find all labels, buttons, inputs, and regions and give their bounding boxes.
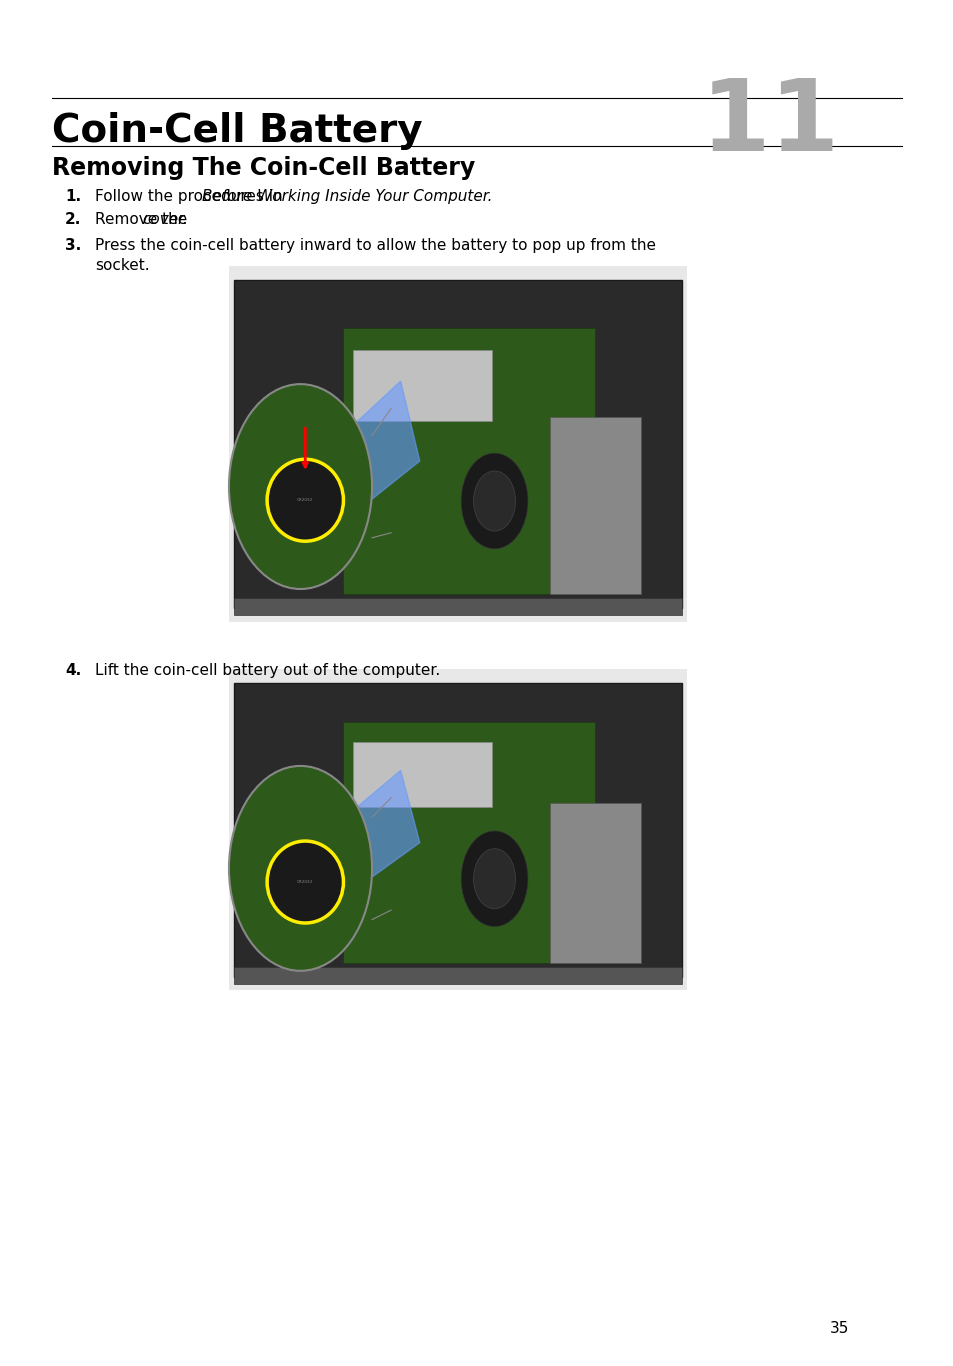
- Polygon shape: [343, 770, 419, 891]
- Bar: [233, 967, 681, 984]
- Ellipse shape: [267, 841, 343, 923]
- Text: CR2032: CR2032: [296, 499, 314, 503]
- Circle shape: [460, 831, 527, 926]
- Text: cover.: cover.: [142, 212, 188, 227]
- Bar: [233, 280, 681, 608]
- Text: Follow the procedures in: Follow the procedures in: [95, 189, 288, 204]
- Text: Coin-Cell Battery: Coin-Cell Battery: [52, 112, 422, 150]
- Bar: [549, 802, 640, 963]
- Text: Press the coin-cell battery inward to allow the battery to pop up from the: Press the coin-cell battery inward to al…: [95, 238, 656, 253]
- Circle shape: [229, 384, 372, 589]
- Bar: [229, 669, 686, 990]
- Text: 3.: 3.: [65, 238, 81, 253]
- Text: socket.: socket.: [95, 258, 150, 273]
- Bar: [353, 742, 491, 806]
- Text: 2.: 2.: [65, 212, 81, 227]
- Text: Before Working Inside Your Computer.: Before Working Inside Your Computer.: [202, 189, 492, 204]
- Polygon shape: [343, 381, 419, 514]
- FancyArrowPatch shape: [303, 428, 307, 467]
- Bar: [229, 266, 686, 622]
- Bar: [343, 328, 595, 594]
- Bar: [549, 417, 640, 594]
- Text: CR2032: CR2032: [296, 880, 314, 884]
- Circle shape: [460, 454, 527, 549]
- Text: 1.: 1.: [65, 189, 81, 204]
- Bar: [233, 683, 681, 977]
- Bar: [343, 723, 595, 963]
- Text: 35: 35: [829, 1321, 848, 1336]
- Bar: [233, 598, 681, 615]
- Text: Removing The Coin-Cell Battery: Removing The Coin-Cell Battery: [52, 156, 476, 180]
- Text: 11: 11: [700, 75, 839, 172]
- Text: 4.: 4.: [65, 663, 81, 678]
- Circle shape: [473, 471, 515, 531]
- Bar: [353, 350, 491, 421]
- Ellipse shape: [267, 459, 343, 541]
- Text: Lift the coin-cell battery out of the computer.: Lift the coin-cell battery out of the co…: [95, 663, 440, 678]
- Circle shape: [473, 848, 515, 908]
- Text: Remove the: Remove the: [95, 212, 193, 227]
- Circle shape: [229, 766, 372, 971]
